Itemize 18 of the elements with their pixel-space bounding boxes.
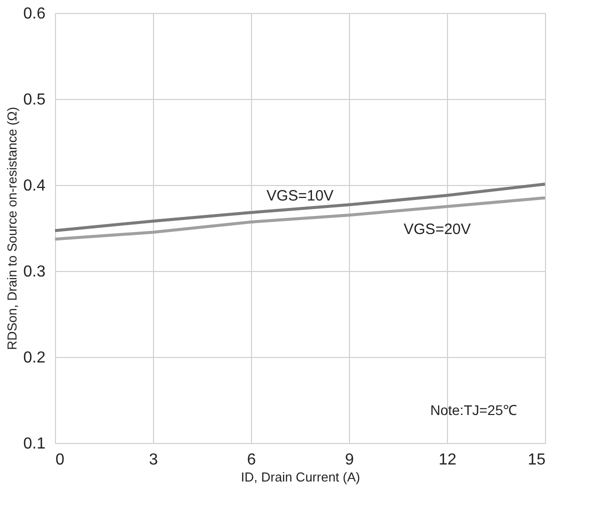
y-tick-label: 0.3 <box>23 264 46 280</box>
series-label: VGS=10V <box>266 188 334 205</box>
x-axis-title: ID, Drain Current (A) <box>240 470 360 484</box>
y-axis-title: RDSon, Drain to Source on-resistance (Ω) <box>4 106 20 350</box>
x-tick-label: 9 <box>345 452 354 468</box>
line-series <box>54 182 546 232</box>
x-tick-label: 12 <box>438 452 456 468</box>
x-tick-label: 15 <box>528 452 546 468</box>
x-tick-label: 0 <box>56 452 64 468</box>
y-tick-label: 0.1 <box>23 436 46 452</box>
y-tick-label: 0.4 <box>23 178 46 194</box>
y-tick-label: 0.5 <box>23 92 46 108</box>
x-tick-label: 3 <box>149 452 158 468</box>
y-tick-label: 0.2 <box>23 350 46 366</box>
y-tick-label: 0.6 <box>23 6 46 22</box>
x-tick-label: 6 <box>247 452 256 468</box>
annotation: Note:TJ=25℃ <box>430 402 517 418</box>
series-label: VGS=20V <box>404 220 471 238</box>
